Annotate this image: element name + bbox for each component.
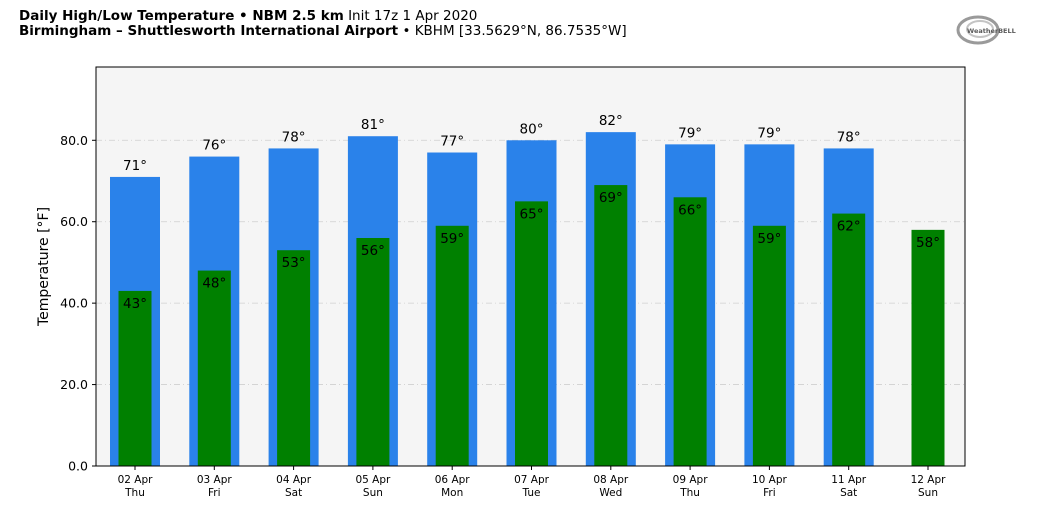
high-temp-label: 81° bbox=[361, 117, 385, 133]
high-temp-label: 76° bbox=[202, 138, 226, 154]
y-tick-label: 40.0 bbox=[60, 296, 88, 311]
low-temp-label: 66° bbox=[678, 202, 702, 218]
x-tick-date: 08 Apr bbox=[593, 474, 629, 486]
low-temp-label: 69° bbox=[599, 190, 623, 206]
low-temp-label: 59° bbox=[757, 231, 781, 247]
init-time: Init 17z 1 Apr 2020 bbox=[348, 8, 478, 24]
low-temp-label: 53° bbox=[282, 255, 306, 271]
plot-frame bbox=[95, 66, 966, 467]
x-tick-weekday: Thu bbox=[124, 487, 145, 499]
low-temp-bar bbox=[911, 229, 945, 466]
low-temp-bar bbox=[277, 250, 311, 466]
low-temp-label: 65° bbox=[520, 206, 544, 222]
low-temp-bar bbox=[118, 290, 152, 466]
x-tick-date: 10 Apr bbox=[752, 474, 788, 486]
low-temp-bar bbox=[752, 225, 786, 466]
low-temp-label: 62° bbox=[837, 219, 861, 235]
weatherbell-logo-icon: WeatherBELL bbox=[956, 15, 1016, 45]
low-temp-bar bbox=[197, 270, 231, 466]
x-tick-date: 02 Apr bbox=[118, 474, 154, 486]
x-tick-weekday: Mon bbox=[441, 487, 463, 499]
high-temp-label: 79° bbox=[757, 125, 781, 141]
x-tick-date: 11 Apr bbox=[831, 474, 867, 486]
low-temp-label: 48° bbox=[202, 276, 226, 292]
x-tick-weekday: Thu bbox=[679, 487, 700, 499]
low-temp-bar bbox=[832, 213, 866, 466]
y-axis-label: Temperature [°F] bbox=[36, 207, 52, 327]
y-tick-label: 60.0 bbox=[60, 214, 88, 229]
high-temp-label: 79° bbox=[678, 125, 702, 141]
high-temp-label: 78° bbox=[837, 129, 861, 145]
y-tick-label: 0.0 bbox=[68, 459, 88, 474]
high-temp-label: 71° bbox=[123, 158, 147, 174]
high-temp-label: 78° bbox=[282, 129, 306, 145]
x-tick-weekday: Sun bbox=[918, 487, 938, 499]
station-info: • KBHM [33.5629°N, 86.7535°W] bbox=[402, 23, 627, 39]
x-tick-date: 04 Apr bbox=[276, 474, 312, 486]
high-temp-label: 82° bbox=[599, 113, 623, 129]
low-temp-bar bbox=[356, 238, 390, 466]
x-tick-date: 05 Apr bbox=[355, 474, 391, 486]
station-name: Birmingham – Shuttlesworth International… bbox=[19, 23, 399, 39]
low-temp-bar bbox=[515, 201, 548, 466]
low-temp-label: 58° bbox=[916, 235, 940, 251]
x-tick-weekday: Sat bbox=[840, 487, 857, 499]
logo-text: WeatherBELL bbox=[967, 27, 1016, 35]
high-temp-label: 77° bbox=[440, 134, 464, 150]
x-tick-weekday: Sat bbox=[285, 487, 302, 499]
bars bbox=[110, 132, 945, 467]
x-tick-date: 03 Apr bbox=[197, 474, 233, 486]
low-temp-bar bbox=[594, 185, 628, 467]
chart-header: Daily High/Low Temperature • NBM 2.5 km … bbox=[19, 9, 627, 39]
x-tick-date: 06 Apr bbox=[435, 474, 471, 486]
low-temp-bar bbox=[435, 225, 469, 466]
x-tick-date: 07 Apr bbox=[514, 474, 550, 486]
x-tick-weekday: Fri bbox=[208, 487, 221, 499]
x-tick-weekday: Tue bbox=[522, 487, 541, 499]
station-line: Birmingham – Shuttlesworth International… bbox=[19, 24, 627, 39]
high-temp-label: 80° bbox=[520, 121, 544, 137]
y-tick-label: 20.0 bbox=[60, 377, 88, 392]
title-line: Daily High/Low Temperature • NBM 2.5 km … bbox=[19, 9, 627, 24]
x-tick-weekday: Sun bbox=[363, 487, 383, 499]
low-temp-label: 43° bbox=[123, 296, 147, 312]
chart-title: Daily High/Low Temperature • NBM 2.5 km bbox=[19, 8, 344, 24]
x-tick-weekday: Fri bbox=[763, 487, 776, 499]
low-temp-bar bbox=[673, 197, 707, 467]
data-labels: 71° 43° 76° 48° 78° 53° 81° 56° 77° 59° 80° 65° 82° 6… bbox=[123, 113, 940, 312]
x-tick-date: 09 Apr bbox=[673, 474, 709, 486]
x-tick-weekday: Wed bbox=[599, 487, 622, 499]
x-tick-date: 12 Apr bbox=[911, 474, 947, 486]
low-temp-label: 56° bbox=[361, 243, 385, 259]
y-tick-label: 80.0 bbox=[60, 133, 88, 148]
low-temp-label: 59° bbox=[440, 231, 464, 247]
